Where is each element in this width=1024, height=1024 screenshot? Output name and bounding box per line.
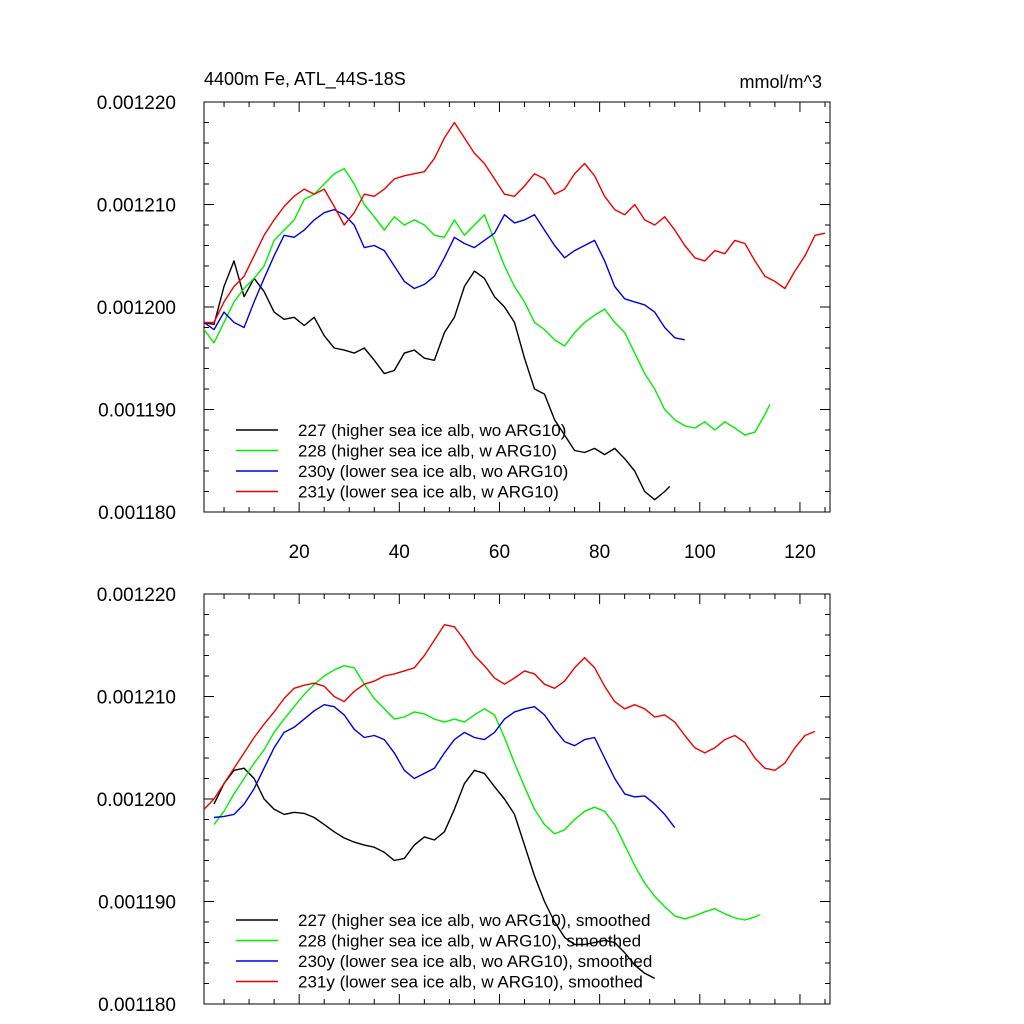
- y-tick-label: 0.001180: [98, 995, 176, 1016]
- legend-entry: 230y (lower sea ice alb, wo ARG10), smoo…: [298, 952, 652, 971]
- x-tick-label: 80: [589, 542, 610, 563]
- series-group: [204, 624, 816, 980]
- series-line-228: [213, 665, 761, 921]
- legend-entry: 227 (higher sea ice alb, wo ARG10), smoo…: [298, 911, 650, 930]
- legend-entry: 231y (lower sea ice alb, w ARG10), smoot…: [298, 973, 643, 992]
- legend-entry: 228 (higher sea ice alb, w ARG10), smoot…: [298, 932, 641, 951]
- y-tick-label: 0.001210: [97, 196, 176, 217]
- x-tick-label: 60: [489, 542, 510, 563]
- y-tick-label: 0.001180: [98, 503, 176, 524]
- legend-entry: 231y (lower sea ice alb, w ARG10): [298, 483, 559, 502]
- series-group: [204, 121, 826, 501]
- x-tick-label: 100: [684, 542, 716, 563]
- units-label: mmol/m^3: [740, 72, 822, 92]
- y-tick-label: 0.001190: [98, 893, 176, 914]
- legend-entry: 230y (lower sea ice alb, wo ARG10): [298, 462, 568, 481]
- y-tick-label: 0.001220: [97, 585, 176, 606]
- series-line-230y: [213, 704, 676, 829]
- y-tick-label: 0.001210: [97, 688, 176, 709]
- y-tick-label: 0.001190: [98, 401, 176, 422]
- series-line-230y: [204, 208, 685, 341]
- series-line-228: [204, 167, 771, 436]
- x-tick-label: 20: [289, 542, 310, 563]
- series-line-231y: [204, 624, 816, 810]
- panel-bottom: 0.001180 0.001190 0.001200 0.001210 0.001220…: [97, 585, 831, 1016]
- x-tick-label: 120: [784, 542, 816, 563]
- x-tick-label: 40: [389, 542, 410, 563]
- y-tick-label: 0.001200: [97, 790, 176, 811]
- series-line-227: [204, 260, 671, 501]
- chart-title: 4400m Fe, ATL_44S-18S: [204, 69, 406, 90]
- legend-entry: 228 (higher sea ice alb, w ARG10): [298, 442, 557, 461]
- y-tick-label: 0.001200: [97, 298, 176, 319]
- legend-entry: 227 (higher sea ice alb, wo ARG10): [298, 421, 566, 440]
- y-tick-label: 0.001220: [97, 93, 176, 114]
- series-line-227: [213, 767, 656, 980]
- series-line-231y: [204, 121, 826, 324]
- panel-top: 0.001180 0.001190 0.001200 0.001210 0.001220…: [97, 69, 831, 563]
